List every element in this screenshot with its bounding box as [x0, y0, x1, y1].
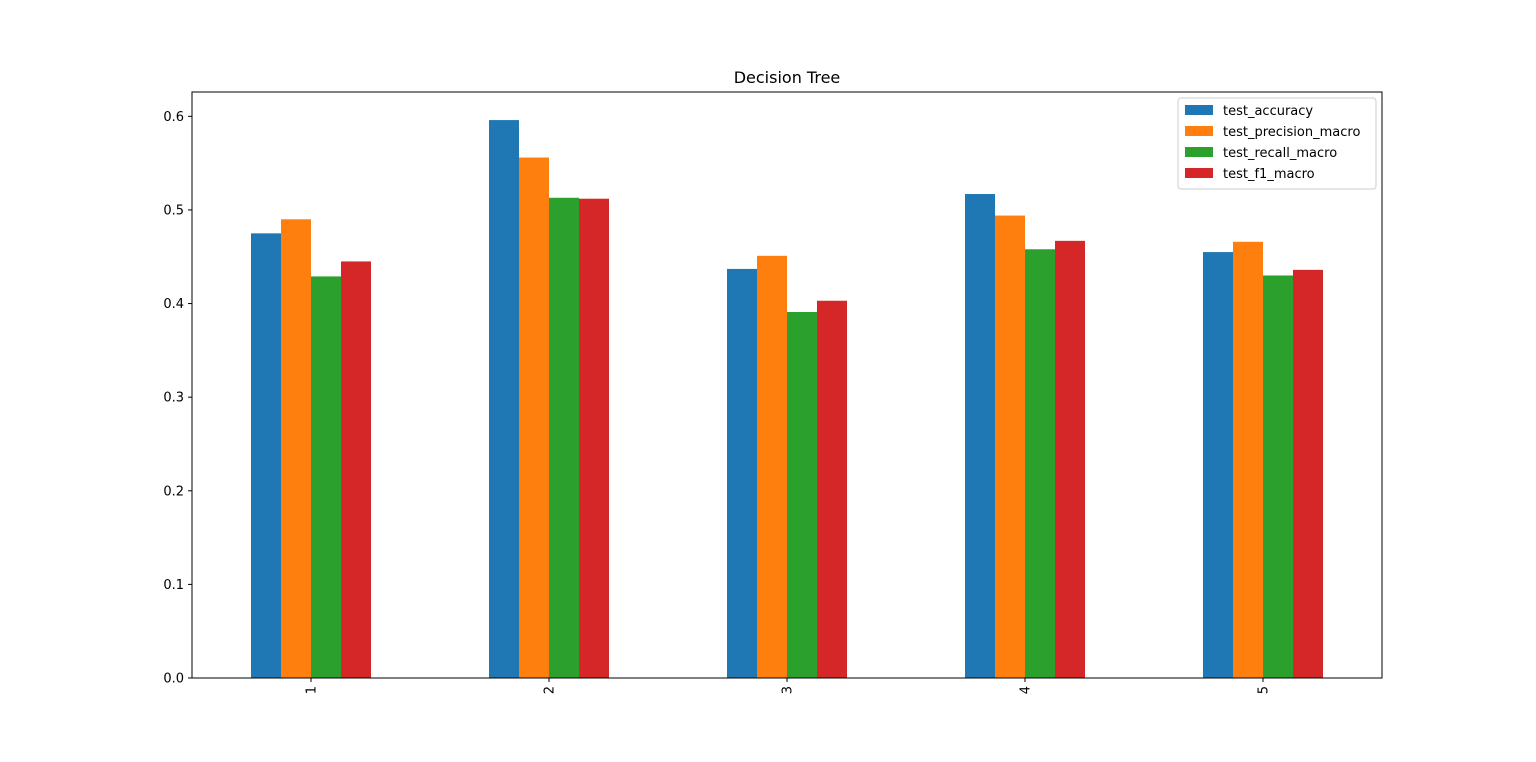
legend-label-test_accuracy: test_accuracy — [1223, 104, 1313, 119]
bar-test_precision_macro-2 — [519, 157, 549, 678]
bar-test_precision_macro-5 — [1233, 241, 1263, 678]
bar-test_accuracy-4 — [965, 194, 995, 678]
x-tick-label: 1 — [305, 686, 320, 694]
chart-title: Decision Tree — [734, 68, 841, 87]
bar-test_precision_macro-3 — [757, 255, 787, 679]
legend-swatch-test_recall_macro — [1185, 147, 1213, 157]
bar-test_accuracy-3 — [727, 268, 757, 678]
x-tick-label: 2 — [543, 686, 558, 694]
bar-test_f1_macro-4 — [1055, 240, 1085, 678]
bar-test_recall_macro-1 — [311, 276, 341, 678]
bar-test_f1_macro-2 — [579, 198, 609, 679]
legend-label-test_recall_macro: test_recall_macro — [1223, 146, 1337, 161]
y-tick-label: 0.5 — [163, 203, 184, 218]
bar-test_recall_macro-3 — [787, 311, 817, 678]
bar-test_recall_macro-2 — [549, 197, 579, 679]
bar-test_accuracy-5 — [1203, 252, 1233, 678]
y-tick-label: 0.3 — [163, 391, 184, 406]
x-tick-label: 3 — [781, 686, 796, 694]
legend-label-test_precision_macro: test_precision_macro — [1223, 125, 1360, 140]
x-tick-label: 4 — [1019, 686, 1034, 694]
x-axis: 1 2 3 4 5 — [305, 678, 1272, 694]
bars-group — [251, 120, 1323, 679]
legend-swatch-test_precision_macro — [1185, 126, 1213, 136]
y-tick-label: 0.2 — [163, 484, 184, 499]
legend-swatch-test_f1_macro — [1185, 168, 1213, 178]
legend: test_accuracy test_precision_macro test_re… — [1177, 97, 1377, 190]
bar-test_precision_macro-4 — [995, 215, 1025, 678]
bar-test_recall_macro-5 — [1263, 275, 1293, 678]
y-tick-label: 0.0 — [163, 672, 184, 687]
y-tick-label: 0.4 — [163, 297, 184, 312]
bar-test_precision_macro-1 — [281, 219, 311, 678]
y-tick-label: 0.6 — [163, 110, 184, 125]
bar-test_f1_macro-1 — [341, 261, 371, 678]
legend-box — [1177, 97, 1377, 190]
y-tick-label: 0.1 — [163, 578, 184, 593]
bar-test_f1_macro-3 — [817, 300, 847, 678]
bar-test_recall_macro-4 — [1025, 249, 1055, 678]
legend-label-test_f1_macro: test_f1_macro — [1223, 167, 1315, 182]
y-axis: 0.0 0.1 0.2 0.3 0.4 0.5 0.6 — [163, 110, 192, 687]
x-tick-label: 5 — [1257, 686, 1272, 694]
legend-swatch-test_accuracy — [1185, 105, 1213, 115]
bar-test_f1_macro-5 — [1293, 269, 1323, 678]
bar-test_accuracy-2 — [489, 120, 519, 678]
bar-test_accuracy-1 — [251, 233, 281, 678]
